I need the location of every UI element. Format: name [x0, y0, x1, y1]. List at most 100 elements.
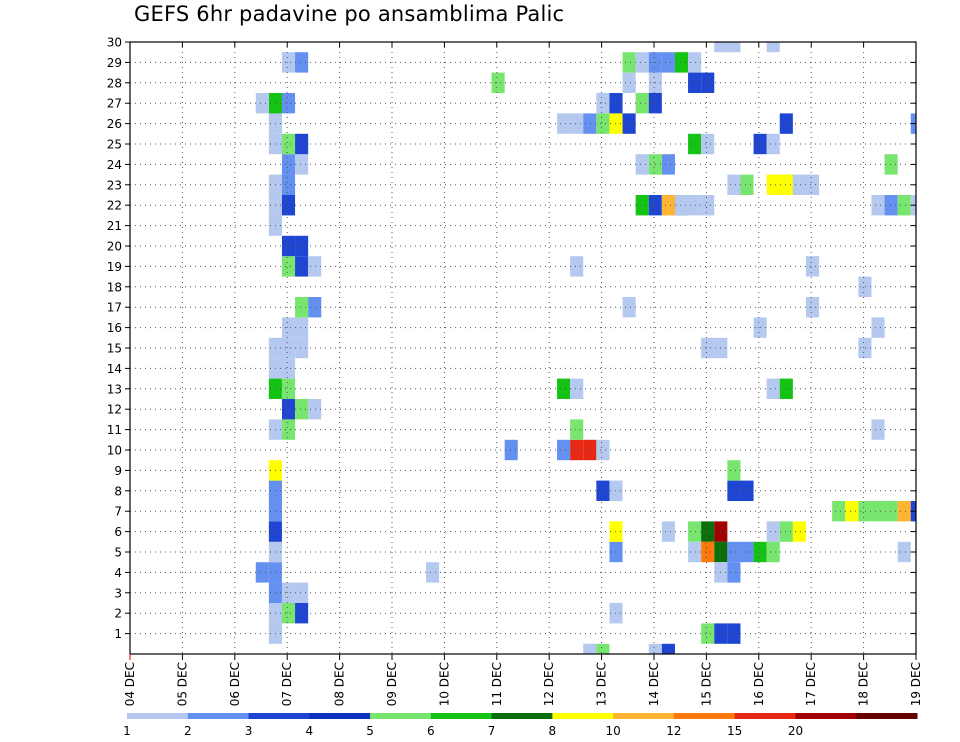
- legend-label: 4: [305, 724, 313, 738]
- heatmap-cell: [281, 378, 296, 399]
- legend-label: 8: [549, 724, 557, 738]
- y-tick-label: 16: [107, 321, 122, 335]
- y-tick-label: 11: [107, 423, 122, 437]
- legend-swatch: [734, 713, 796, 719]
- heatmap-cell: [661, 643, 675, 654]
- legend-label: 20: [788, 724, 803, 738]
- x-tick-label: 16 DEC: [752, 662, 766, 706]
- chart-title: GEFS 6hr padavine po ansamblima Palic: [134, 2, 565, 26]
- heatmap-cell: [832, 501, 846, 522]
- heatmap-cell: [295, 235, 309, 257]
- legend-swatch: [127, 713, 189, 719]
- heatmap-cell: [281, 52, 296, 73]
- legend: 1 2 3 4 5 6 7 8 10 12 15 20: [123, 713, 918, 738]
- y-tick-label: 18: [107, 280, 122, 294]
- heatmap-cell: [779, 113, 793, 134]
- heatmap-cell: [596, 643, 610, 654]
- heatmap-cell: [281, 154, 296, 175]
- heatmap-cell: [661, 521, 675, 542]
- x-tick-label: 13 DEC: [595, 662, 609, 706]
- heatmap-cell: [688, 133, 702, 155]
- x-tick-label: 12 DEC: [542, 662, 556, 706]
- heatmap-cell: [701, 195, 715, 216]
- x-tick-label: 06 DEC: [228, 662, 242, 706]
- heatmap-cell: [622, 52, 636, 73]
- heatmap-cell: [295, 603, 309, 624]
- heatmap-cell: [295, 582, 309, 603]
- heatmap-cell: [609, 603, 623, 624]
- x-tick-label: 14 DEC: [647, 662, 661, 706]
- legend-swatch: [491, 713, 553, 719]
- heatmap-cell: [897, 501, 911, 522]
- heatmap-cell: [635, 154, 649, 175]
- heatmap-cell: [740, 174, 754, 195]
- legend-label: 6: [427, 724, 435, 738]
- heatmap-cell: [281, 337, 296, 359]
- heatmap-cell: [281, 256, 296, 277]
- heatmap-cell: [871, 195, 885, 216]
- heatmap-cell: [570, 439, 584, 461]
- heatmap-cell: [281, 358, 296, 379]
- x-tick-label: 10 DEC: [437, 662, 451, 706]
- heatmap-cell: [701, 72, 715, 93]
- y-tick-label: 12: [107, 403, 122, 417]
- heatmap-cell: [281, 317, 296, 338]
- x-tick-label: 11 DEC: [490, 662, 504, 706]
- y-tick-label: 1: [114, 627, 122, 641]
- x-tick-label: 19 DEC: [909, 662, 923, 706]
- y-tick-label: 19: [107, 260, 122, 274]
- heatmap-cell: [858, 501, 872, 522]
- x-tick-label: 04 DEC: [123, 662, 137, 706]
- legend-label: 12: [666, 724, 681, 738]
- heatmap-cell: [727, 623, 741, 644]
- heatmap-cell: [858, 337, 872, 359]
- heatmap-cell: [281, 93, 296, 114]
- heatmap-cell: [281, 174, 296, 195]
- heatmap-cell: [805, 174, 820, 195]
- heatmap-cell: [255, 93, 269, 114]
- heatmap-cell: [609, 93, 623, 114]
- heatmap-cell: [727, 562, 741, 583]
- heatmap-cell: [281, 582, 296, 603]
- heatmap-cell: [491, 72, 505, 93]
- heatmap-cell: [766, 521, 780, 542]
- legend-swatch: [795, 713, 857, 719]
- y-tick-label: 30: [107, 36, 122, 50]
- heatmap-cell: [884, 154, 898, 175]
- heatmap-cell: [727, 480, 741, 501]
- x-tick-label: 17 DEC: [804, 662, 818, 706]
- cells-layer: [255, 42, 916, 654]
- heatmap-cell: [779, 174, 793, 195]
- heatmap-cell: [308, 297, 322, 318]
- heatmap-cell: [504, 439, 518, 461]
- legend-swatch: [430, 713, 493, 719]
- heatmap-cell: [766, 174, 780, 195]
- heatmap-cell: [570, 256, 584, 277]
- legend-label: 7: [488, 724, 496, 738]
- y-tick-label: 17: [107, 301, 122, 315]
- heatmap-cell: [596, 439, 610, 461]
- heatmap-cell: [740, 541, 754, 563]
- heatmap-cell: [727, 42, 741, 53]
- heatmap-cell: [661, 154, 675, 175]
- heatmap-cell: [557, 378, 571, 399]
- heatmap-cell: [281, 133, 296, 155]
- heatmap-cell: [622, 297, 636, 318]
- legend-swatch: [673, 713, 736, 719]
- heatmap-cell: [295, 52, 309, 73]
- heatmap-cell: [805, 256, 820, 277]
- heatmap-cell: [779, 378, 793, 399]
- heatmap-cell: [583, 643, 597, 654]
- heatmap-cell: [622, 72, 636, 93]
- heatmap-cell: [740, 480, 754, 501]
- heatmap-cell: [557, 113, 571, 134]
- legend-swatch: [856, 713, 918, 719]
- legend-swatch: [370, 713, 432, 719]
- heatmap-cell: [701, 521, 715, 542]
- y-tick-label: 26: [107, 117, 122, 131]
- legend-swatch: [613, 713, 675, 719]
- heatmap-cell: [596, 93, 610, 114]
- y-tick-label: 4: [114, 566, 122, 580]
- heatmap-cell: [281, 235, 296, 257]
- x-tick-label: 05 DEC: [175, 662, 189, 706]
